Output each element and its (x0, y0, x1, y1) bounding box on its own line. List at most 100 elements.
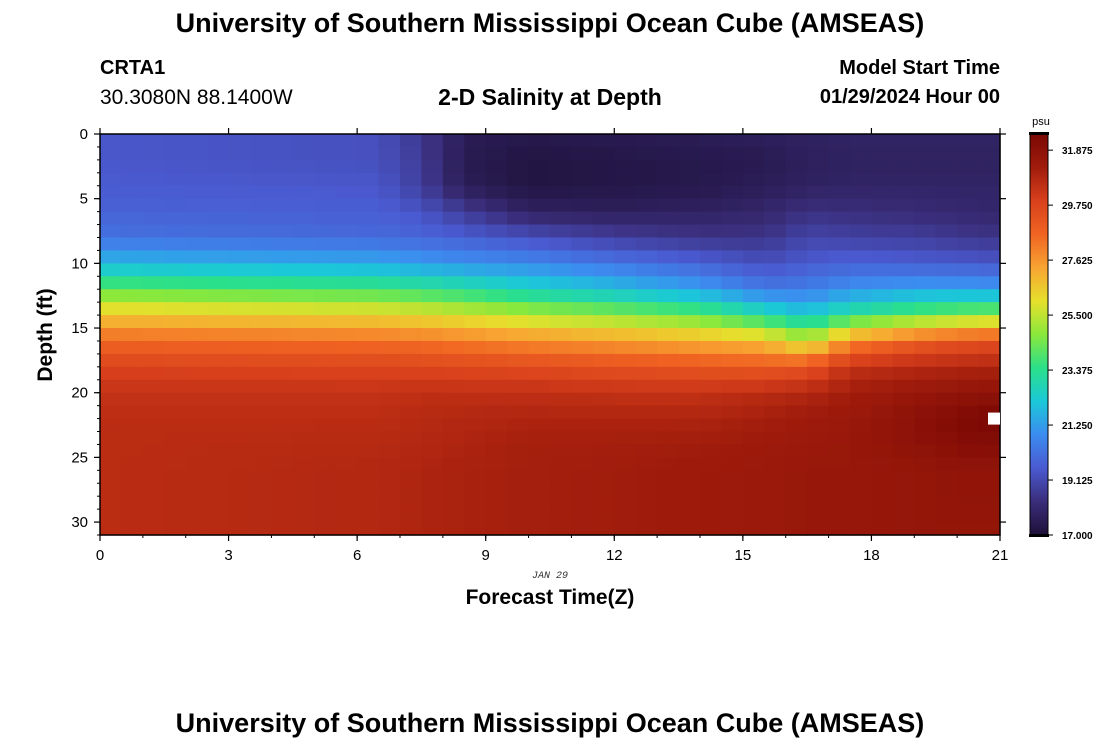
heatmap-cell (442, 302, 465, 316)
heatmap-cell (378, 302, 401, 316)
heatmap-cell (271, 379, 294, 394)
heatmap-cell (442, 353, 465, 368)
heatmap-cell (571, 146, 594, 161)
heatmap-cell (378, 444, 401, 458)
heatmap-cell (550, 250, 573, 264)
heatmap-cell (871, 302, 894, 316)
heatmap-cell (185, 289, 208, 303)
heatmap-cell (207, 457, 230, 471)
heatmap-cell (314, 146, 337, 161)
heatmap-cell (442, 392, 465, 407)
heatmap-cell (100, 263, 123, 277)
heatmap-cell (978, 185, 1001, 200)
heatmap-cell (614, 457, 637, 471)
heatmap-cell (121, 159, 144, 174)
heatmap-cell (807, 276, 830, 290)
heatmap-cell (550, 211, 573, 226)
heatmap-cell (914, 418, 937, 433)
heatmap-cell (464, 172, 487, 187)
heatmap-cell (185, 159, 208, 174)
heatmap-cell (228, 522, 251, 536)
heatmap-cell (507, 276, 530, 290)
heatmap-cell (142, 198, 165, 213)
heatmap-cell (828, 159, 851, 174)
heatmap-cell (978, 353, 1001, 368)
heatmap-cell (421, 366, 444, 381)
heatmap-cell (935, 457, 958, 471)
heatmap-cell (100, 483, 123, 497)
heatmap-cell (700, 302, 723, 316)
heatmap-cell (421, 418, 444, 433)
heatmap-cell (185, 185, 208, 200)
heatmap-cell (700, 392, 723, 407)
heatmap-cell (742, 250, 765, 264)
heatmap-cell (292, 224, 315, 239)
heatmap-cell (335, 509, 358, 523)
heatmap-cell (400, 353, 423, 368)
heatmap-cell (400, 289, 423, 303)
heatmap-cell (507, 159, 530, 174)
heatmap-cell (657, 328, 680, 342)
heatmap-cell (421, 146, 444, 161)
heatmap-cell (635, 276, 658, 290)
heatmap-cell (121, 198, 144, 213)
heatmap-cell (892, 353, 915, 368)
heatmap-cell (764, 405, 787, 420)
heatmap-cell (678, 457, 701, 471)
heatmap-cell (442, 276, 465, 290)
heatmap-cell (442, 379, 465, 394)
heatmap-cell (442, 263, 465, 277)
heatmap-cell (700, 198, 723, 213)
heatmap-cell (935, 392, 958, 407)
heatmap-cell (142, 522, 165, 536)
heatmap-cell (314, 302, 337, 316)
heatmap-cell (700, 418, 723, 433)
heatmap-cell (550, 289, 573, 303)
heatmap-cell (485, 340, 508, 355)
heatmap-cell (700, 522, 723, 536)
heatmap-cell (271, 444, 294, 458)
heatmap-cell (678, 405, 701, 420)
heatmap-cell (271, 211, 294, 226)
heatmap-cell (635, 198, 658, 213)
heatmap-cell (292, 237, 315, 252)
heatmap-cell (207, 134, 230, 148)
heatmap-cell (357, 134, 380, 148)
heatmap-cell (678, 418, 701, 433)
heatmap-cell (957, 250, 980, 264)
heatmap-cell (335, 198, 358, 213)
heatmap-cell (871, 405, 894, 420)
heatmap-cell (657, 405, 680, 420)
heatmap-cell (571, 457, 594, 471)
heatmap-cell (335, 276, 358, 290)
heatmap-cell (442, 340, 465, 355)
heatmap-cell (978, 263, 1001, 277)
heatmap-cell (464, 250, 487, 264)
heatmap-cell (721, 353, 744, 368)
heatmap-cell (957, 211, 980, 226)
heatmap-cell (550, 509, 573, 523)
heatmap-cell (357, 315, 380, 329)
heatmap-cell (442, 159, 465, 174)
heatmap-cell (871, 379, 894, 394)
heatmap-cell (828, 134, 851, 148)
heatmap-cell (185, 250, 208, 264)
heatmap-cell (335, 302, 358, 316)
heatmap-cell (892, 211, 915, 226)
heatmap-cell (785, 159, 808, 174)
heatmap-cell (550, 134, 573, 148)
heatmap-cell (228, 340, 251, 355)
heatmap-cell (764, 328, 787, 342)
heatmap-cell (892, 315, 915, 329)
heatmap-cell (464, 302, 487, 316)
heatmap-cell (614, 211, 637, 226)
heatmap-cell (957, 470, 980, 484)
heatmap-cell (700, 146, 723, 161)
heatmap-cell (678, 198, 701, 213)
heatmap-cell (357, 146, 380, 161)
heatmap-cell (250, 276, 273, 290)
heatmap-cell (464, 211, 487, 226)
heatmap-cell (914, 302, 937, 316)
heatmap-cell (592, 237, 615, 252)
heatmap-cell (850, 392, 873, 407)
